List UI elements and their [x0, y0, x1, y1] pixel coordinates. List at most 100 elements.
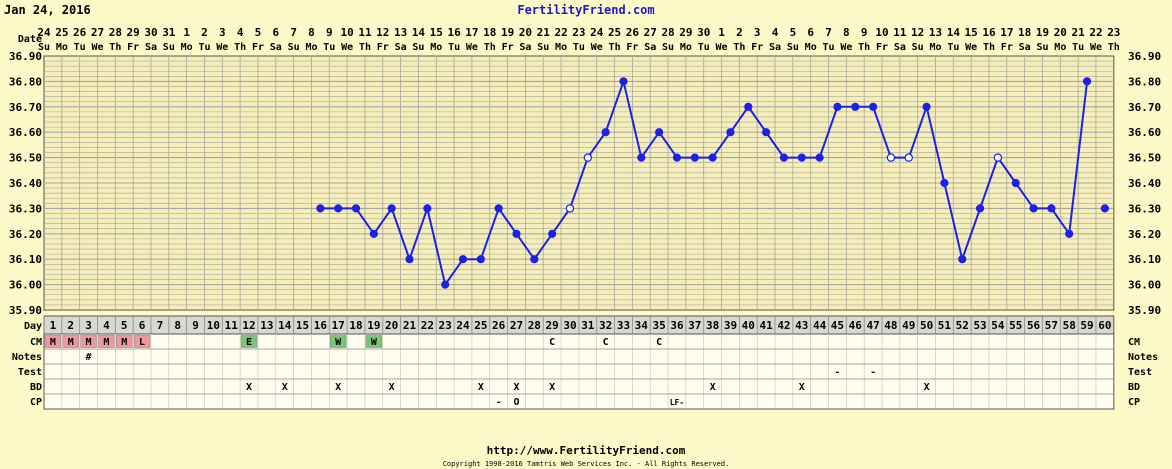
day-number: 51 [938, 319, 952, 332]
date-label: 6 [807, 26, 814, 39]
y-tick-label-left: 36.40 [9, 177, 42, 190]
weekday-label: Mo [680, 42, 692, 53]
date-label: 28 [109, 26, 122, 39]
weekday-label: Mo [56, 42, 68, 53]
date-label: 15 [430, 26, 443, 39]
temperature-point-open [886, 153, 896, 162]
date-label: 8 [308, 26, 315, 39]
weekday-label: We [216, 42, 228, 53]
date-label: 17 [1000, 26, 1013, 39]
weekday-label: Sa [894, 42, 906, 53]
day-number: 57 [1045, 319, 1058, 332]
day-number: 54 [991, 319, 1005, 332]
day-number: 31 [581, 319, 595, 332]
y-tick-label-right: 36.60 [1128, 126, 1161, 139]
day-number: 28 [528, 319, 541, 332]
weekday-label: Su [662, 42, 674, 53]
weekday-label: Sa [145, 42, 157, 53]
date-label: 27 [644, 26, 657, 39]
row-entry: X [549, 382, 555, 393]
date-label: 26 [73, 26, 87, 39]
temperature-point [387, 204, 396, 213]
weekday-label: We [1090, 42, 1102, 53]
row-entry: W [335, 337, 342, 348]
y-tick-label-left: 36.50 [9, 152, 42, 165]
y-tick-label-right: 36.70 [1128, 101, 1161, 114]
weekday-label: Fr [127, 42, 139, 53]
day-number: 42 [777, 319, 790, 332]
weekday-label: We [341, 42, 353, 53]
day-number: 22 [421, 319, 434, 332]
temperature-point [708, 153, 717, 162]
date-label: 1 [183, 26, 190, 39]
row-label-left: Test [18, 367, 42, 378]
date-label: 7 [825, 26, 832, 39]
row-entry: C [549, 337, 555, 348]
weekday-label: Th [858, 42, 870, 53]
temperature-point [476, 255, 485, 264]
day-number: 19 [367, 319, 380, 332]
row-entry: M [121, 337, 127, 348]
day-number: 56 [1027, 319, 1041, 332]
weekday-label: Sa [1019, 42, 1031, 53]
row-entry: M [50, 337, 56, 348]
date-label: 14 [947, 26, 961, 39]
date-label: 2 [736, 26, 743, 39]
y-tick-label-left: 36.20 [9, 228, 42, 241]
row-label-right: CP [1128, 397, 1140, 408]
site-title[interactable]: FertilityFriend.com [517, 3, 654, 17]
date-label: 23 [572, 26, 585, 39]
y-tick-label-left: 36.90 [9, 50, 42, 63]
weekday-label: Mo [305, 42, 317, 53]
day-number: 49 [902, 319, 915, 332]
date-label: 19 [1036, 26, 1049, 39]
date-label: 16 [982, 26, 996, 39]
weekday-label: Tu [74, 42, 86, 53]
cm-cell-fill [80, 335, 97, 348]
row-entry: - [496, 397, 502, 408]
day-number: 40 [742, 319, 755, 332]
weekday-label: Tu [947, 42, 959, 53]
weekday-label: Sa [270, 42, 282, 53]
row-entry: # [86, 352, 92, 363]
weekday-label: Mo [1054, 42, 1066, 53]
row-entry: C [603, 337, 609, 348]
weekday-label: Th [983, 42, 995, 53]
cm-cell-fill [116, 335, 133, 348]
day-number: 30 [563, 319, 576, 332]
y-tick-label-right: 36.90 [1128, 50, 1161, 63]
day-number: 2 [67, 319, 74, 332]
weekday-label: Sa [644, 42, 656, 53]
day-number: 38 [706, 319, 719, 332]
day-number: 24 [456, 319, 470, 332]
day-number: 41 [759, 319, 773, 332]
date-label: 16 [447, 26, 461, 39]
weekday-label: Fr [377, 42, 389, 53]
day-number: 8 [174, 319, 181, 332]
weekday-label: Su [537, 42, 549, 53]
day-number: 14 [278, 319, 292, 332]
row-entry: X [799, 382, 805, 393]
row-entry: L [139, 337, 145, 348]
temperature-point [1011, 178, 1020, 188]
temperature-point [797, 153, 806, 162]
weekday-label: We [965, 42, 977, 53]
observation-rows: Day 1 2 3 4 5 6 7 8 9 10 11 12 13 14 15 16 17 18 19 20 21 22 23… [12, 315, 1158, 410]
y-tick-label-left: 35.90 [9, 304, 42, 317]
footer-url[interactable]: http://www.FertilityFriend.com [487, 444, 686, 457]
date-label: 11 [893, 26, 907, 39]
weekday-label: Fr [626, 42, 638, 53]
day-number: 13 [260, 319, 273, 332]
date-label: 23 [1107, 26, 1120, 39]
weekday-label: Sa [519, 42, 531, 53]
day-number: 3 [85, 319, 92, 332]
date-label: 4 [772, 26, 779, 39]
cm-cell-fill [44, 335, 62, 348]
weekday-label: Fr [502, 42, 514, 53]
row-label-right: BD [1128, 382, 1140, 393]
weekday-label: Tu [573, 42, 585, 53]
day-number: 7 [157, 319, 164, 332]
date-label: 31 [162, 26, 176, 39]
day-number: 46 [849, 319, 863, 332]
day-number: 44 [813, 319, 827, 332]
